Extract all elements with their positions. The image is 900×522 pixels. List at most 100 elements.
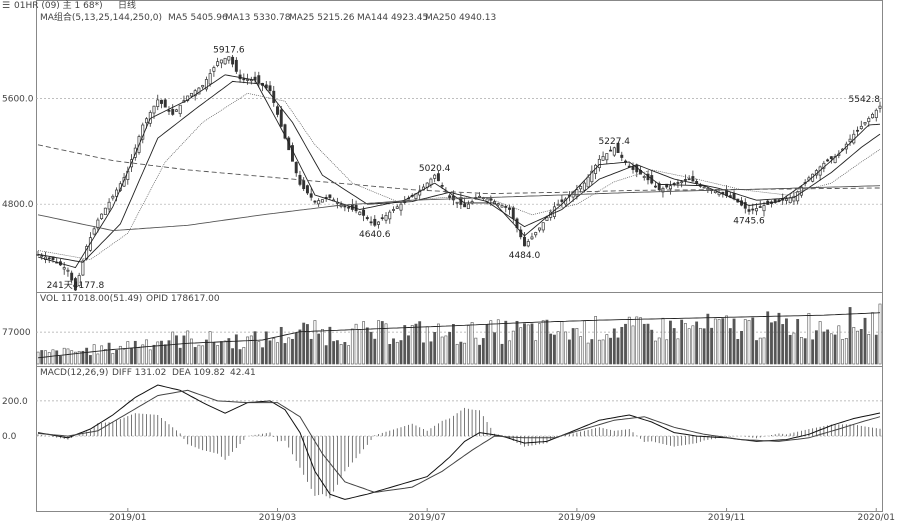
volume-bar: [721, 318, 725, 365]
volume-bar: [291, 338, 294, 365]
price-annotation: 4484.0: [509, 251, 541, 261]
ma25-line: [37, 92, 881, 260]
candle-down: [283, 124, 287, 139]
volume-bar: [377, 320, 380, 365]
volume-bar: [407, 335, 410, 365]
volume-bar: [545, 319, 549, 365]
volume-bar: [814, 330, 818, 365]
volume-bar: [762, 337, 766, 365]
macd-label[interactable]: MACD(12,26,9): [40, 368, 108, 378]
candle-up: [77, 275, 81, 286]
volume-bar: [362, 321, 365, 365]
price-tick-label: 4800.0: [2, 200, 34, 210]
volume-bar: [399, 340, 403, 365]
candlestick-series: [36, 54, 882, 292]
volume-bar: [264, 331, 268, 365]
volume-bar: [818, 321, 822, 365]
candle-down: [294, 161, 298, 174]
volume-bar: [616, 337, 620, 365]
candle-down: [313, 200, 317, 203]
volume-bar: [811, 339, 815, 365]
volume-bar: [350, 328, 354, 365]
volume-bar: [781, 324, 785, 365]
volume-bar: [126, 341, 130, 365]
volume-bar: [691, 325, 695, 365]
volume-bar: [796, 319, 800, 365]
volume-bar: [669, 320, 672, 365]
candle-down: [302, 180, 306, 190]
volume-bar: [511, 330, 515, 365]
volume-bar: [706, 313, 710, 365]
volume-bar: [661, 317, 665, 365]
candle-up: [642, 176, 646, 178]
volume-bar: [466, 325, 470, 365]
volume-bar: [773, 321, 777, 365]
volume-bar: [425, 326, 429, 365]
volume-bar: [231, 348, 235, 365]
volume-bar: [392, 338, 395, 365]
volume-bar: [575, 328, 579, 365]
volume-bar: [695, 321, 699, 365]
price-annotations: 5917.6 5020.4 5227.4 5542.8 4640.6 4484.0 4745…: [47, 46, 881, 291]
candle-up: [612, 147, 616, 156]
candle-up: [216, 61, 220, 66]
menu-icon[interactable]: ☰: [2, 1, 10, 11]
candle-up: [534, 232, 538, 236]
volume-bar: [268, 340, 272, 365]
volume-bar: [62, 347, 66, 365]
opid-label: OPID 178617.00: [146, 294, 220, 304]
candle-down: [511, 207, 515, 219]
candle-up: [66, 269, 70, 272]
volume-bar: [320, 329, 324, 365]
candle-up: [111, 195, 115, 199]
candle-up: [863, 122, 867, 125]
candle-down: [234, 59, 238, 72]
candle-down: [672, 182, 676, 185]
candle-down: [436, 173, 440, 182]
volume-bar: [807, 313, 811, 365]
volume-bar: [219, 341, 223, 365]
candle-down: [829, 156, 833, 160]
candle-up: [796, 191, 800, 202]
candle-up: [833, 156, 837, 163]
candle-up: [40, 255, 44, 258]
volume-bar: [59, 355, 62, 365]
volume-bar: [788, 334, 792, 365]
candle-up: [575, 189, 579, 197]
candle-up: [680, 181, 684, 184]
volume-bar: [107, 342, 111, 365]
volume-bar: [609, 337, 612, 365]
candle-down: [70, 272, 74, 281]
volume-bar: [826, 329, 830, 365]
candle-down: [365, 217, 369, 220]
price-annotation: 4745.6: [733, 216, 765, 226]
period-label[interactable]: 日线: [118, 0, 136, 11]
price-annotation: 5020.4: [419, 164, 451, 174]
volume-bar: [541, 320, 545, 365]
volume-bar: [856, 330, 859, 365]
ma-combo-label[interactable]: MA组合(5,13,25,144,250,0): [40, 11, 162, 23]
volume-bar: [605, 334, 609, 365]
candle-up: [317, 200, 321, 205]
volume-bar: [410, 325, 414, 365]
candle-up: [156, 99, 160, 107]
volume-bar: [365, 327, 369, 365]
symbol-label: 01HR (09) 主 1 68*): [14, 0, 103, 11]
volume-bar: [328, 326, 332, 365]
volume-bar: [294, 332, 298, 365]
volume-bar: [175, 335, 178, 365]
volume-bar: [725, 315, 728, 365]
volume-bar: [395, 341, 399, 365]
volume-bar: [227, 338, 231, 365]
volume-bar: [878, 303, 882, 365]
x-tick-label: 2019/11: [708, 513, 745, 522]
volume-bar: [710, 327, 714, 365]
volume-bar: [122, 349, 126, 365]
volume-bar: [347, 345, 351, 365]
candle-up: [320, 199, 324, 203]
vol-label[interactable]: VOL 117018.00(51.49): [40, 294, 142, 304]
volume-bar: [627, 316, 631, 365]
volume-bar: [837, 325, 841, 365]
volume-bar: [635, 316, 639, 365]
candle-down: [758, 206, 762, 208]
